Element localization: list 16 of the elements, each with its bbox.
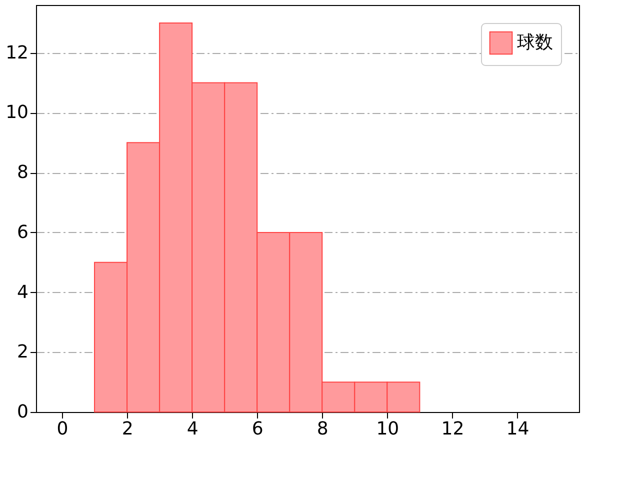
legend-label: 球数 <box>517 32 553 53</box>
x-tick-label: 8 <box>316 418 328 440</box>
x-tick-label: 2 <box>122 418 134 440</box>
y-tick-label: 8 <box>17 162 28 184</box>
x-tick-label: 6 <box>252 418 264 440</box>
y-tick-label: 2 <box>17 342 28 363</box>
y-tick-label: 10 <box>6 102 28 124</box>
x-tick-label: 0 <box>56 418 68 440</box>
y-tick-label: 4 <box>17 282 28 303</box>
x-tick-label: 12 <box>441 418 464 440</box>
x-tick-label: 10 <box>376 418 400 440</box>
y-tick-label: 12 <box>6 42 28 64</box>
y-tick-label: 0 <box>17 402 28 422</box>
x-tick-label: 14 <box>506 418 530 440</box>
y-tick-label: 6 <box>17 222 28 243</box>
x-tick-label: 4 <box>186 418 198 440</box>
